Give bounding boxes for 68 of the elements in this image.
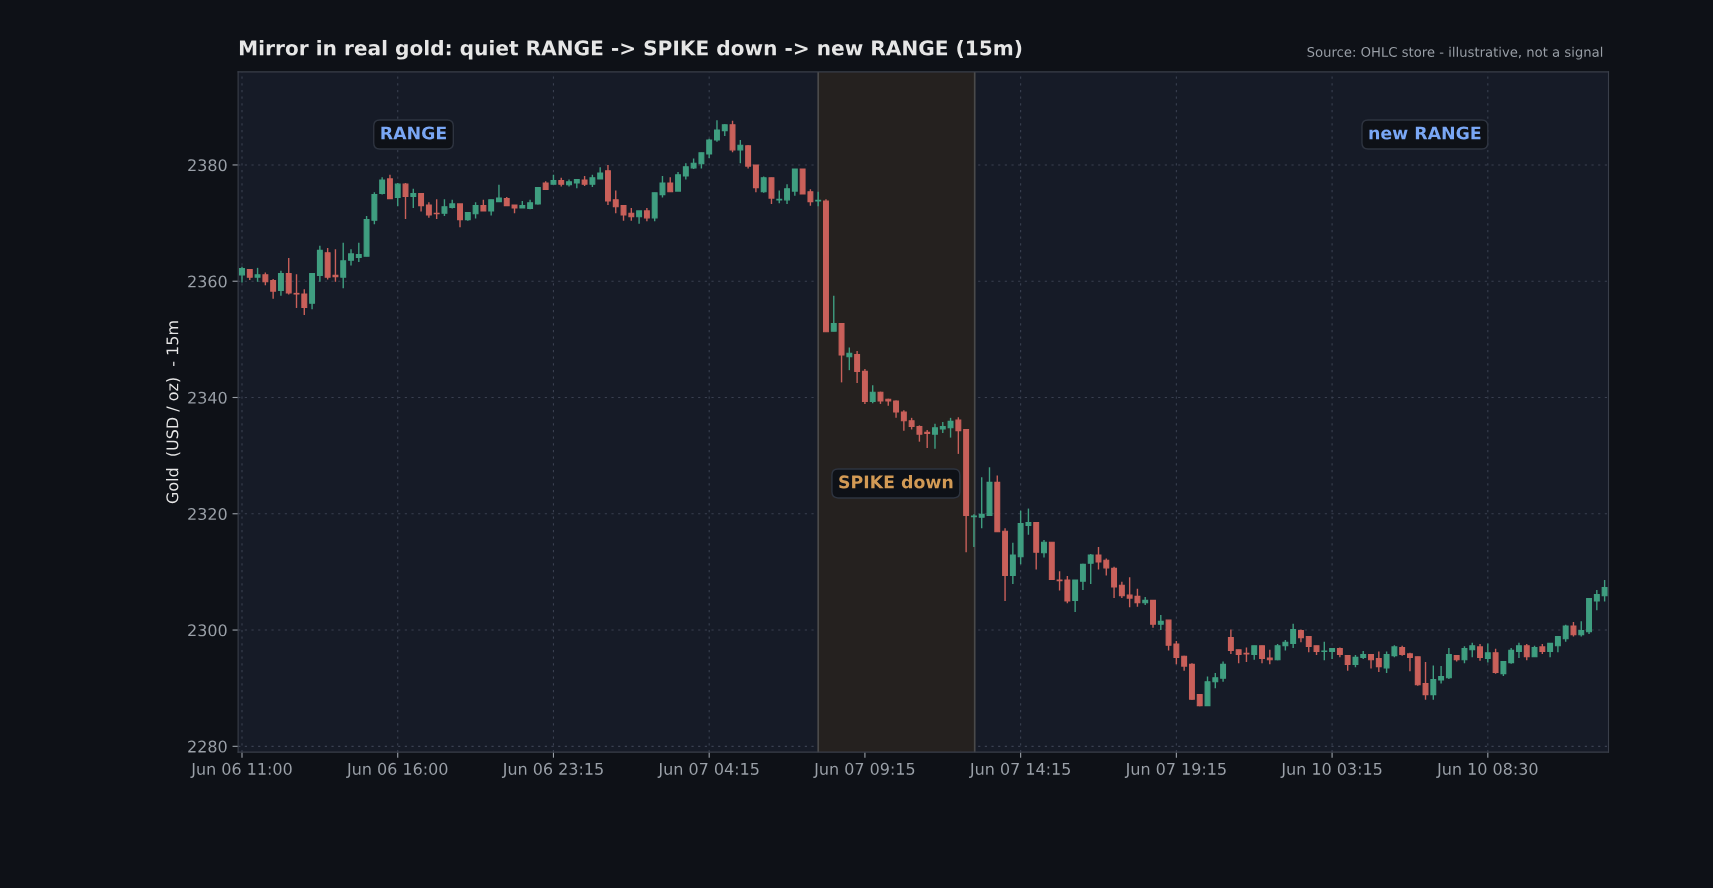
candlestick bbox=[745, 144, 752, 170]
candlestick bbox=[869, 384, 876, 405]
candlestick bbox=[846, 346, 853, 371]
candlestick bbox=[270, 278, 277, 300]
candlestick bbox=[340, 242, 347, 289]
candlestick bbox=[1321, 640, 1328, 661]
candlestick bbox=[830, 295, 837, 332]
candlestick bbox=[418, 192, 425, 213]
candlestick bbox=[815, 190, 822, 207]
candlestick bbox=[410, 188, 417, 209]
candlestick bbox=[924, 429, 931, 449]
candlestick bbox=[1430, 664, 1437, 701]
candlestick bbox=[768, 177, 775, 205]
candlestick bbox=[784, 183, 791, 205]
annotation: SPIKE down bbox=[839, 475, 953, 489]
candlestick bbox=[1220, 660, 1227, 683]
candlestick bbox=[402, 182, 409, 220]
candlestick bbox=[1290, 622, 1297, 649]
candlestick bbox=[1375, 650, 1382, 673]
candlestick bbox=[277, 270, 284, 297]
candlestick bbox=[737, 139, 744, 164]
candlestick bbox=[1438, 665, 1445, 685]
x-tick-label: Jun 07 19:15 bbox=[1124, 762, 1226, 778]
x-tick-label: Jun 07 04:15 bbox=[657, 762, 759, 778]
x-tick-label: Jun 06 16:00 bbox=[346, 762, 448, 778]
x-tick-label: Jun 07 14:15 bbox=[969, 762, 1070, 778]
candlestick bbox=[495, 184, 502, 203]
chart-title: Mirror in real gold: quiet RANGE -> SPIKE down -> new RANGE (15m) bbox=[239, 39, 1022, 60]
candlestick bbox=[1079, 563, 1086, 591]
candlestick bbox=[386, 174, 393, 200]
candlestick bbox=[955, 416, 962, 455]
source-note: Source: OHLC store - illustrative, not a signal bbox=[1307, 46, 1603, 60]
candlestick bbox=[752, 164, 759, 193]
candlestick bbox=[355, 242, 362, 263]
candlestick bbox=[1150, 599, 1156, 629]
candlestick bbox=[675, 171, 682, 192]
candlestick bbox=[713, 119, 720, 143]
y-tick-label: 2380 bbox=[188, 159, 227, 172]
y-tick-label: 2340 bbox=[188, 391, 227, 404]
candlestick bbox=[1593, 589, 1600, 611]
candlestick bbox=[854, 350, 861, 384]
candlestick bbox=[1009, 542, 1016, 585]
y-axis-title: Gold (USD / oz) - 15m bbox=[166, 321, 181, 504]
candlestick bbox=[1601, 579, 1608, 603]
candlestick bbox=[1072, 579, 1079, 613]
candlestick bbox=[932, 422, 938, 450]
y-tick-label: 2320 bbox=[188, 507, 227, 521]
candlestick bbox=[1445, 647, 1452, 680]
candlestick bbox=[1087, 553, 1094, 585]
y-tick-label: 2300 bbox=[188, 624, 227, 637]
x-tick-label: Jun 07 09:15 bbox=[813, 762, 915, 778]
annotation: new RANGE bbox=[1369, 126, 1481, 140]
x-tick-label: Jun 06 23:15 bbox=[501, 762, 603, 778]
candlestick bbox=[1492, 647, 1499, 675]
y-tick-label: 2280 bbox=[188, 740, 227, 753]
candlestick bbox=[1111, 565, 1118, 599]
x-tick-label: Jun 10 03:15 bbox=[1280, 762, 1382, 778]
candlestick bbox=[1484, 642, 1491, 664]
candlestick bbox=[457, 203, 463, 228]
y-tick-label: 2360 bbox=[188, 275, 227, 288]
candlestick bbox=[1329, 647, 1336, 660]
candlestick bbox=[970, 513, 977, 548]
candlestick bbox=[791, 168, 798, 197]
x-tick-label: Jun 10 08:30 bbox=[1436, 762, 1538, 778]
candlestick bbox=[900, 409, 907, 432]
annotation: RANGE bbox=[381, 126, 446, 140]
candlestick bbox=[1227, 628, 1234, 655]
x-tick-label: Jun 06 11:00 bbox=[190, 762, 292, 778]
